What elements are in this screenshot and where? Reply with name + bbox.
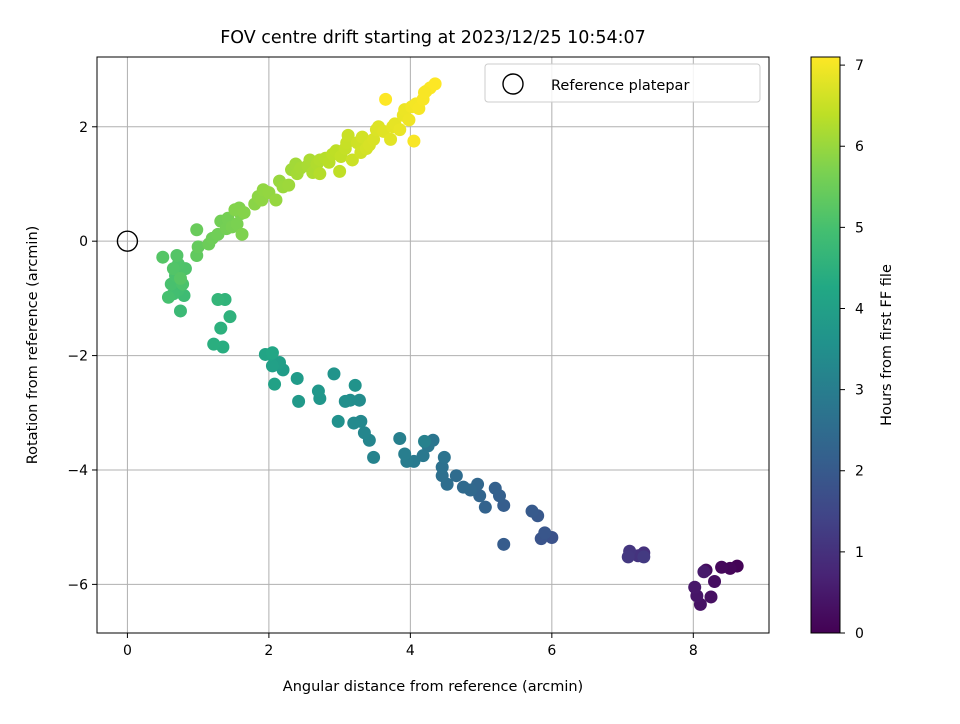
data-point — [311, 384, 325, 398]
data-point — [191, 240, 205, 254]
y-axis-ticks: −6 −4 −2 0 2 — [67, 120, 97, 593]
data-point — [265, 359, 279, 373]
y-tick-label: −6 — [67, 577, 88, 593]
data-point — [347, 416, 361, 430]
data-point — [393, 123, 407, 137]
data-point — [402, 113, 416, 127]
y-tick-label: 2 — [79, 120, 88, 136]
data-point — [428, 77, 442, 91]
colorbar-tick-label: 1 — [855, 545, 864, 561]
x-tick-label: 2 — [264, 643, 273, 659]
data-point — [715, 560, 729, 574]
data-point — [384, 132, 398, 146]
colorbar: 0 1 2 3 4 5 6 7 Hours from first FF file — [810, 56, 895, 642]
data-point — [704, 590, 718, 604]
data-point — [333, 164, 347, 178]
data-point — [338, 394, 352, 408]
data-point — [357, 426, 371, 440]
y-tick-label: −4 — [67, 463, 88, 479]
legend-box — [484, 63, 761, 103]
data-point — [637, 550, 651, 564]
data-point — [497, 537, 511, 551]
data-point — [398, 447, 412, 461]
data-point — [170, 248, 184, 262]
data-point — [235, 227, 249, 241]
x-tick-label: 6 — [547, 643, 556, 659]
reference-platepar-marker — [116, 230, 139, 252]
data-point — [173, 271, 187, 285]
data-point — [265, 346, 279, 360]
data-point — [290, 371, 304, 385]
data-point — [538, 526, 552, 540]
data-point — [697, 565, 711, 579]
colorbar-label: Hours from first FF file — [879, 264, 895, 426]
data-point — [341, 128, 355, 142]
data-point — [161, 290, 175, 304]
colorbar-tick-label: 7 — [855, 58, 864, 74]
data-point — [437, 450, 451, 464]
data-point — [156, 250, 170, 264]
data-point — [331, 414, 345, 428]
legend: Reference platepar — [484, 63, 761, 103]
data-point — [379, 92, 393, 106]
x-tick-label: 0 — [123, 643, 132, 659]
data-point — [497, 498, 511, 512]
data-point — [345, 153, 359, 167]
plot-frame — [96, 56, 770, 634]
data-point — [393, 432, 407, 446]
data-point — [418, 434, 432, 448]
data-point — [449, 469, 463, 483]
data-point — [282, 178, 296, 192]
colorbar-tick-label: 6 — [855, 139, 864, 155]
data-point — [621, 550, 635, 564]
x-tick-label: 8 — [689, 643, 698, 659]
colorbar-tick-label: 0 — [855, 626, 864, 642]
data-point — [488, 481, 502, 495]
x-axis-label: Angular distance from reference (arcmin) — [283, 679, 583, 695]
colorbar-tick-label: 3 — [855, 383, 864, 399]
data-point — [223, 310, 237, 324]
legend-entry-label: Reference platepar — [551, 78, 689, 94]
data-point — [211, 293, 225, 307]
data-point — [166, 262, 180, 276]
data-point — [367, 450, 381, 464]
data-point — [313, 167, 327, 181]
data-point — [348, 378, 362, 392]
data-point — [418, 85, 432, 99]
chart-title: FOV centre drift starting at 2023/12/25 … — [220, 28, 646, 48]
colorbar-tick-label: 5 — [855, 220, 864, 236]
x-axis-ticks: 0 2 4 6 8 — [123, 633, 698, 659]
data-point — [268, 377, 282, 391]
data-point — [292, 394, 306, 408]
data-point — [456, 480, 470, 494]
colorbar-ticks: 0 1 2 3 4 5 6 7 — [840, 58, 864, 642]
y-tick-label: 0 — [79, 234, 88, 250]
data-points — [156, 77, 744, 611]
x-tick-label: 4 — [406, 643, 415, 659]
data-point — [237, 206, 251, 220]
data-point — [207, 337, 221, 351]
data-point — [190, 223, 204, 237]
colorbar-tick-label: 4 — [855, 301, 864, 317]
y-tick-label: −2 — [67, 349, 88, 365]
data-point — [214, 321, 228, 335]
data-point — [525, 504, 539, 518]
data-point — [352, 393, 366, 407]
data-point — [269, 193, 283, 207]
data-point — [688, 580, 702, 594]
data-point — [327, 367, 341, 381]
data-point — [407, 134, 421, 148]
colorbar-gradient — [810, 56, 841, 634]
data-point — [708, 575, 722, 589]
plot-area: 0 2 4 6 8 −6 −4 −2 0 2 — [67, 56, 770, 659]
data-point — [230, 217, 244, 231]
y-axis-label: Rotation from reference (arcmin) — [25, 226, 41, 465]
colorbar-tick-label: 2 — [855, 464, 864, 480]
data-point — [435, 460, 449, 474]
data-point — [173, 304, 187, 318]
legend-reference-marker — [502, 73, 524, 95]
data-point — [478, 500, 492, 514]
